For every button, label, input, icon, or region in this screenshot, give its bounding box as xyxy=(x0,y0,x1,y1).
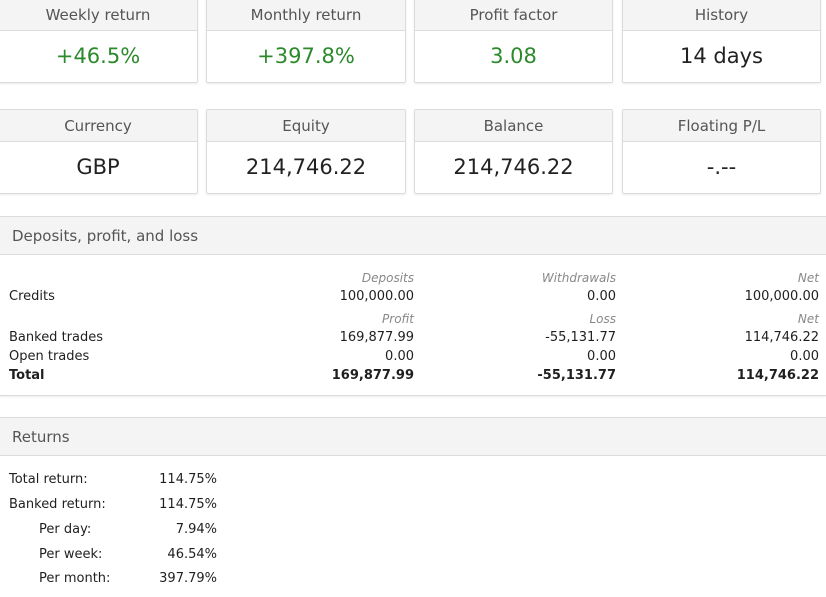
per-day-label: Per day: xyxy=(39,522,92,537)
card-label: History xyxy=(623,0,820,31)
card-value: -.-- xyxy=(706,154,737,179)
credits-withdrawals: 0.00 xyxy=(587,289,616,304)
card-value: 214,746.22 xyxy=(453,154,574,179)
banked-trades-label: Banked trades xyxy=(9,330,104,345)
per-day-value: 7.94% xyxy=(175,522,217,537)
per-month-value: 397.79% xyxy=(159,571,217,586)
panel-title: Returns xyxy=(0,418,826,456)
banked-trades-loss: -55,131.77 xyxy=(545,330,616,345)
total-return-label: Total return: xyxy=(9,472,88,487)
col-header-deposits: Deposits xyxy=(361,271,414,285)
profit-factor-card: Profit factor 3.08 xyxy=(414,0,613,83)
history-card: History 14 days xyxy=(622,0,821,83)
card-value: 14 days xyxy=(680,43,763,68)
card-label: Balance xyxy=(415,110,612,142)
banked-return-label: Banked return: xyxy=(9,497,106,512)
card-value: +397.8% xyxy=(257,43,355,68)
floating-pl-card: Floating P/L -.-- xyxy=(622,109,821,194)
panel-title: Deposits, profit, and loss xyxy=(0,217,826,255)
card-value: +46.5% xyxy=(55,43,141,68)
total-return-value: 114.75% xyxy=(159,472,217,487)
col-header-profit: Profit xyxy=(382,312,414,326)
card-value: 214,746.22 xyxy=(245,154,367,179)
per-month-label: Per month: xyxy=(39,571,111,586)
open-trades-loss: 0.00 xyxy=(587,349,616,364)
balance-card: Balance 214,746.22 xyxy=(414,109,613,194)
total-loss: -55,131.77 xyxy=(537,368,616,383)
card-label: Equity xyxy=(207,110,405,142)
total-net: 114,746.22 xyxy=(736,368,819,383)
card-label: Monthly return xyxy=(207,0,405,31)
monthly-return-card: Monthly return +397.8% xyxy=(206,0,406,83)
card-label: Floating P/L xyxy=(623,110,820,142)
total-profit: 169,877.99 xyxy=(331,368,414,383)
credits-net: 100,000.00 xyxy=(744,289,819,304)
col-header-net-2: Net xyxy=(797,312,819,326)
credits-label: Credits xyxy=(9,289,55,304)
card-label: Profit factor xyxy=(415,0,612,31)
col-header-loss: Loss xyxy=(589,312,616,326)
col-header-net: Net xyxy=(797,271,819,285)
open-trades-net: 0.00 xyxy=(790,349,819,364)
banked-trades-profit: 169,877.99 xyxy=(339,330,414,345)
card-label: Weekly return xyxy=(0,0,197,31)
col-header-withdrawals: Withdrawals xyxy=(541,271,616,285)
equity-card: Equity 214,746.22 xyxy=(206,109,406,194)
banked-return-value: 114.75% xyxy=(159,497,217,512)
open-trades-profit: 0.00 xyxy=(385,349,414,364)
card-value: GBP xyxy=(76,154,120,179)
credits-deposits: 100,000.00 xyxy=(339,289,414,304)
per-week-label: Per week: xyxy=(39,547,103,562)
card-label: Currency xyxy=(0,110,197,142)
total-label: Total xyxy=(9,368,45,383)
per-week-value: 46.54% xyxy=(167,547,217,562)
weekly-return-card: Weekly return +46.5% xyxy=(0,0,198,83)
open-trades-label: Open trades xyxy=(9,349,90,364)
banked-trades-net: 114,746.22 xyxy=(744,330,819,345)
deposits-panel: Deposits, profit, and loss Deposits With… xyxy=(0,216,826,396)
card-value: 3.08 xyxy=(490,43,537,68)
currency-card: Currency GBP xyxy=(0,109,198,194)
returns-panel: Returns Total return: 114.75% Banked ret… xyxy=(0,417,826,597)
